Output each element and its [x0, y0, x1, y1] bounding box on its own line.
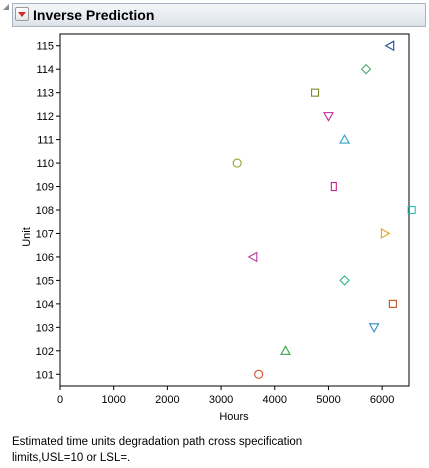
inverse-prediction-chart: 101 102 103 104 105 106 107 108 109 110 111 112 113 1…: [21, 33, 416, 423]
plot-frame: [59, 33, 410, 387]
x-tick-label-0: 0: [57, 394, 63, 406]
report-title: Inverse Prediction: [33, 7, 155, 23]
red-triangle-menu-icon[interactable]: [15, 7, 29, 21]
y-tick-label-108: 108: [36, 205, 54, 217]
y-tick-label-109: 109: [36, 182, 54, 194]
point-unit-114: [360, 63, 372, 75]
point-unit-112: [323, 112, 334, 122]
menu-triangle-glyph: [18, 12, 26, 17]
y-tick-label-112: 112: [36, 111, 54, 123]
point-unit-108: [407, 205, 416, 215]
point-unit-110: [232, 158, 242, 168]
point-unit-111: [339, 133, 351, 144]
x-tick-label-3000: 3000: [209, 394, 233, 406]
point-unit-105: [339, 275, 350, 286]
point-unit-103: [368, 323, 380, 333]
y-tick-label-105: 105: [36, 275, 54, 287]
disclosure-triangle-icon[interactable]: [3, 4, 9, 10]
y-tick-label-101: 101: [36, 369, 54, 381]
y-tick-label-107: 107: [36, 228, 54, 240]
point-unit-115: [384, 40, 395, 52]
axes-layer: 101 102 103 104 105 106 107 108 109 110 111 112 113 1…: [36, 33, 410, 406]
point-unit-106: [247, 251, 258, 263]
point-unit-102: [280, 345, 291, 355]
marks-layer: [232, 40, 416, 379]
x-tick-label-5000: 5000: [316, 394, 340, 406]
outline-header: Inverse Prediction: [0, 0, 429, 30]
y-tick-label-114: 114: [36, 64, 54, 76]
y-axis-label: Unit: [21, 227, 33, 247]
y-tick-label-113: 113: [36, 88, 54, 100]
footnote-text: Estimated time units degradation path cr…: [12, 436, 303, 464]
y-tick-label-102: 102: [36, 346, 54, 358]
x-tick-label-4000: 4000: [263, 394, 287, 406]
x-axis-label: Hours: [219, 411, 249, 423]
y-tick-label-103: 103: [36, 322, 54, 334]
y-tick-label-110: 110: [36, 158, 54, 170]
y-tick-label-111: 111: [37, 135, 54, 147]
point-unit-104: [388, 299, 397, 308]
title-bar: [12, 3, 426, 27]
point-unit-113: [310, 88, 320, 97]
x-tick-label-1000: 1000: [101, 394, 125, 406]
point-unit-101: [254, 369, 264, 379]
y-tick-label-106: 106: [36, 252, 54, 264]
x-tick-label-6000: 6000: [370, 394, 394, 406]
y-tick-label-115: 115: [36, 41, 54, 53]
y-tick-label-104: 104: [36, 299, 54, 311]
point-unit-107: [380, 228, 391, 239]
point-unit-109: [330, 181, 337, 192]
x-tick-label-2000: 2000: [155, 394, 179, 406]
